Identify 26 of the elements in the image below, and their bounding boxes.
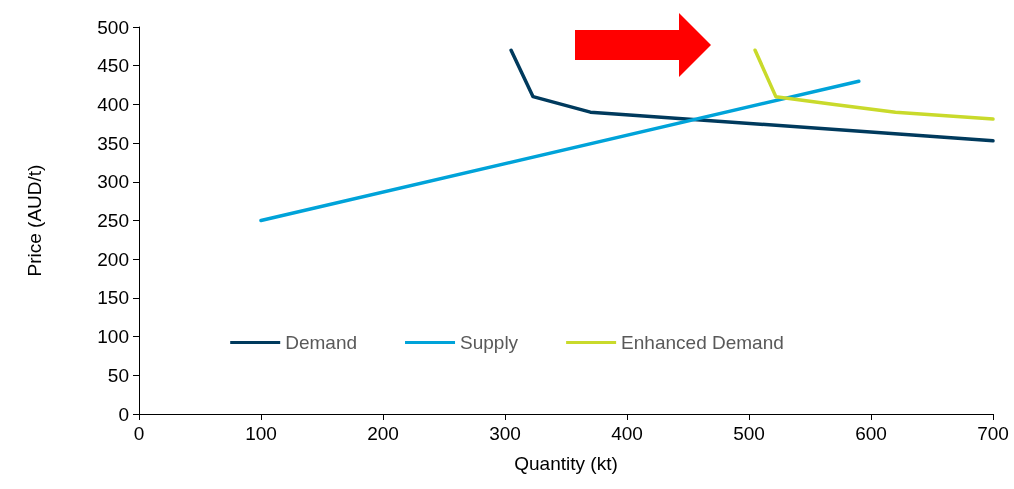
y-tick-label: 500 [97,16,129,38]
y-tick-label: 350 [97,132,129,154]
y-tick-label: 400 [97,93,129,115]
line-series [753,48,995,121]
y-tick-label: 100 [97,326,129,348]
y-tick-label: 0 [118,403,129,425]
x-tick-label: 100 [245,423,277,444]
x-tick-label: 700 [977,423,1009,444]
y-tick-label: 250 [97,210,129,231]
y-tick-label: 50 [107,364,129,386]
line-series [509,48,995,143]
y-tick-label: 150 [97,287,129,309]
y-tick-label: 450 [97,55,129,77]
x-tick-label: 600 [855,423,887,444]
legend-label: Demand [285,332,358,353]
x-tick-label: 500 [733,423,765,444]
y-tick-label: 300 [97,171,129,193]
x-tick-label: 0 [133,423,145,444]
x-axis-title: Quantity (kt) [514,453,618,474]
x-tick-label: 300 [489,423,521,444]
x-tick-label: 200 [367,423,399,444]
y-tick-label: 200 [97,248,129,270]
legend-label: Supply [460,332,519,353]
y-axis-title: Price (AUD/t) [24,164,45,277]
legend-label: Enhanced Demand [621,332,784,353]
x-tick-label: 400 [611,423,643,444]
